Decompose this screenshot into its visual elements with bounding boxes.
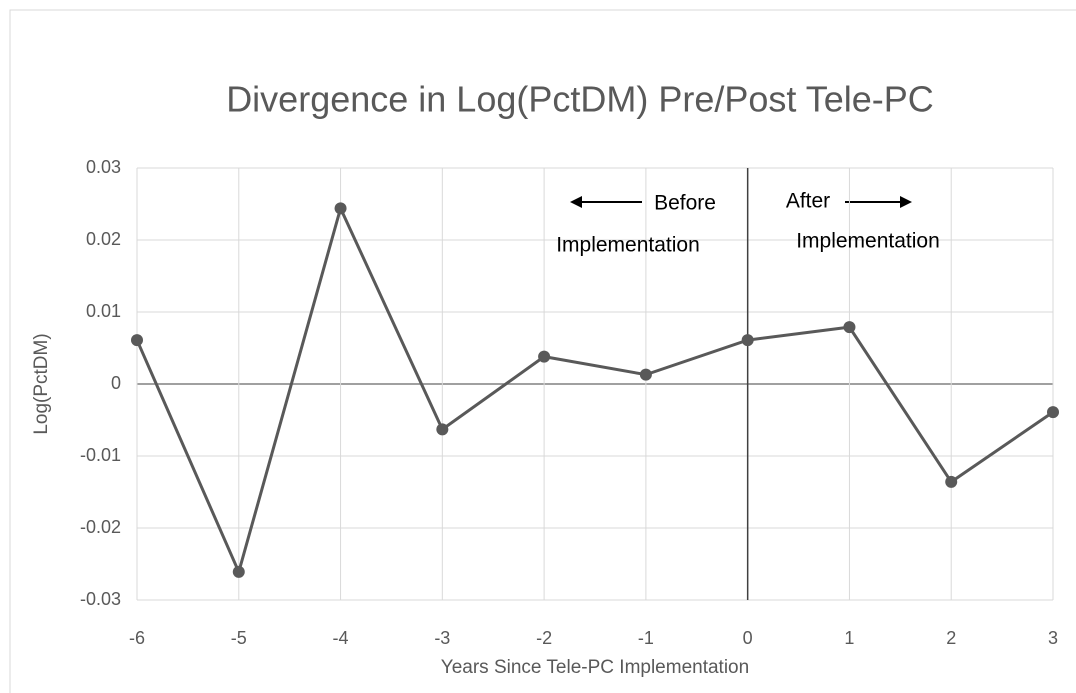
x-tick-label: -6 (129, 628, 145, 648)
annotation: Before (654, 192, 716, 215)
data-point (131, 334, 143, 347)
x-axis-label: Years Since Tele-PC Implementation (441, 657, 749, 678)
data-point (436, 423, 449, 436)
data-point (334, 202, 347, 215)
x-tick-label: 0 (743, 628, 753, 648)
arrowhead-right (900, 196, 912, 208)
y-tick-label: -0.01 (80, 445, 121, 465)
y-tick-label: 0 (111, 373, 121, 393)
x-tick-label: 2 (946, 628, 956, 648)
x-tick-label: -5 (231, 628, 247, 648)
series-line (135, 203, 1054, 577)
arrowhead-left (570, 196, 582, 208)
data-point (843, 321, 856, 334)
y-axis-label: Log(PctDM) (31, 333, 52, 434)
data-point (1047, 406, 1059, 419)
y-tick-label: -0.03 (80, 589, 121, 609)
data-point (945, 475, 958, 488)
y-tick-label: 0.02 (86, 229, 121, 249)
y-tick-label: -0.02 (80, 517, 121, 537)
x-tick-label: 1 (844, 628, 854, 648)
y-tick-label: 0.03 (86, 157, 121, 177)
chart-title: Divergence in Log(PctDM) Pre/Post Tele-P… (226, 79, 934, 120)
x-tick-label: -3 (434, 628, 450, 648)
data-point (639, 368, 652, 381)
annotation: Implementation (556, 234, 700, 257)
x-tick-label: 3 (1048, 628, 1058, 648)
annotation: After (786, 190, 830, 213)
data-point (538, 350, 551, 363)
x-tick-label: -2 (536, 628, 552, 648)
x-tick-label: -1 (638, 628, 654, 648)
data-point (232, 565, 245, 578)
annotation: Implementation (796, 230, 940, 253)
data-point (741, 334, 754, 347)
x-tick-label: -4 (333, 628, 349, 648)
y-tick-label: 0.01 (86, 301, 121, 321)
